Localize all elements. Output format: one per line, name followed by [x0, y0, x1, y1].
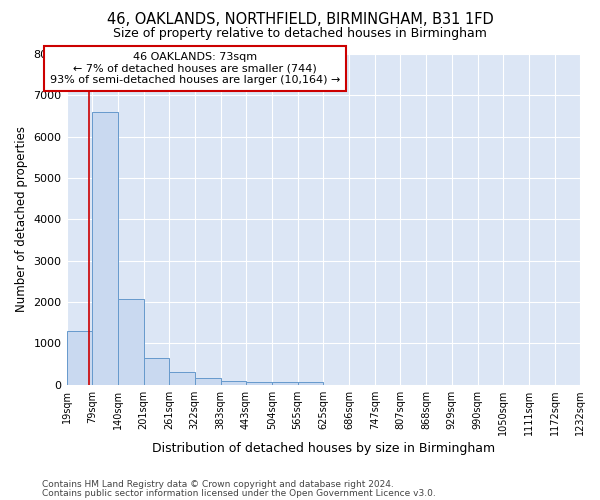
- X-axis label: Distribution of detached houses by size in Birmingham: Distribution of detached houses by size …: [152, 442, 495, 455]
- Bar: [221, 380, 246, 384]
- Bar: [118, 298, 143, 384]
- Bar: [169, 372, 195, 384]
- Bar: [195, 378, 221, 384]
- Bar: [67, 331, 92, 384]
- Text: 46, OAKLANDS, NORTHFIELD, BIRMINGHAM, B31 1FD: 46, OAKLANDS, NORTHFIELD, BIRMINGHAM, B3…: [107, 12, 493, 28]
- Text: Contains HM Land Registry data © Crown copyright and database right 2024.: Contains HM Land Registry data © Crown c…: [42, 480, 394, 489]
- Bar: [298, 382, 323, 384]
- Text: 46 OAKLANDS: 73sqm
← 7% of detached houses are smaller (744)
93% of semi-detache: 46 OAKLANDS: 73sqm ← 7% of detached hous…: [50, 52, 340, 85]
- Bar: [272, 382, 298, 384]
- Bar: [143, 358, 169, 384]
- Bar: [92, 112, 118, 384]
- Text: Size of property relative to detached houses in Birmingham: Size of property relative to detached ho…: [113, 28, 487, 40]
- Bar: [246, 382, 272, 384]
- Y-axis label: Number of detached properties: Number of detached properties: [15, 126, 28, 312]
- Text: Contains public sector information licensed under the Open Government Licence v3: Contains public sector information licen…: [42, 488, 436, 498]
